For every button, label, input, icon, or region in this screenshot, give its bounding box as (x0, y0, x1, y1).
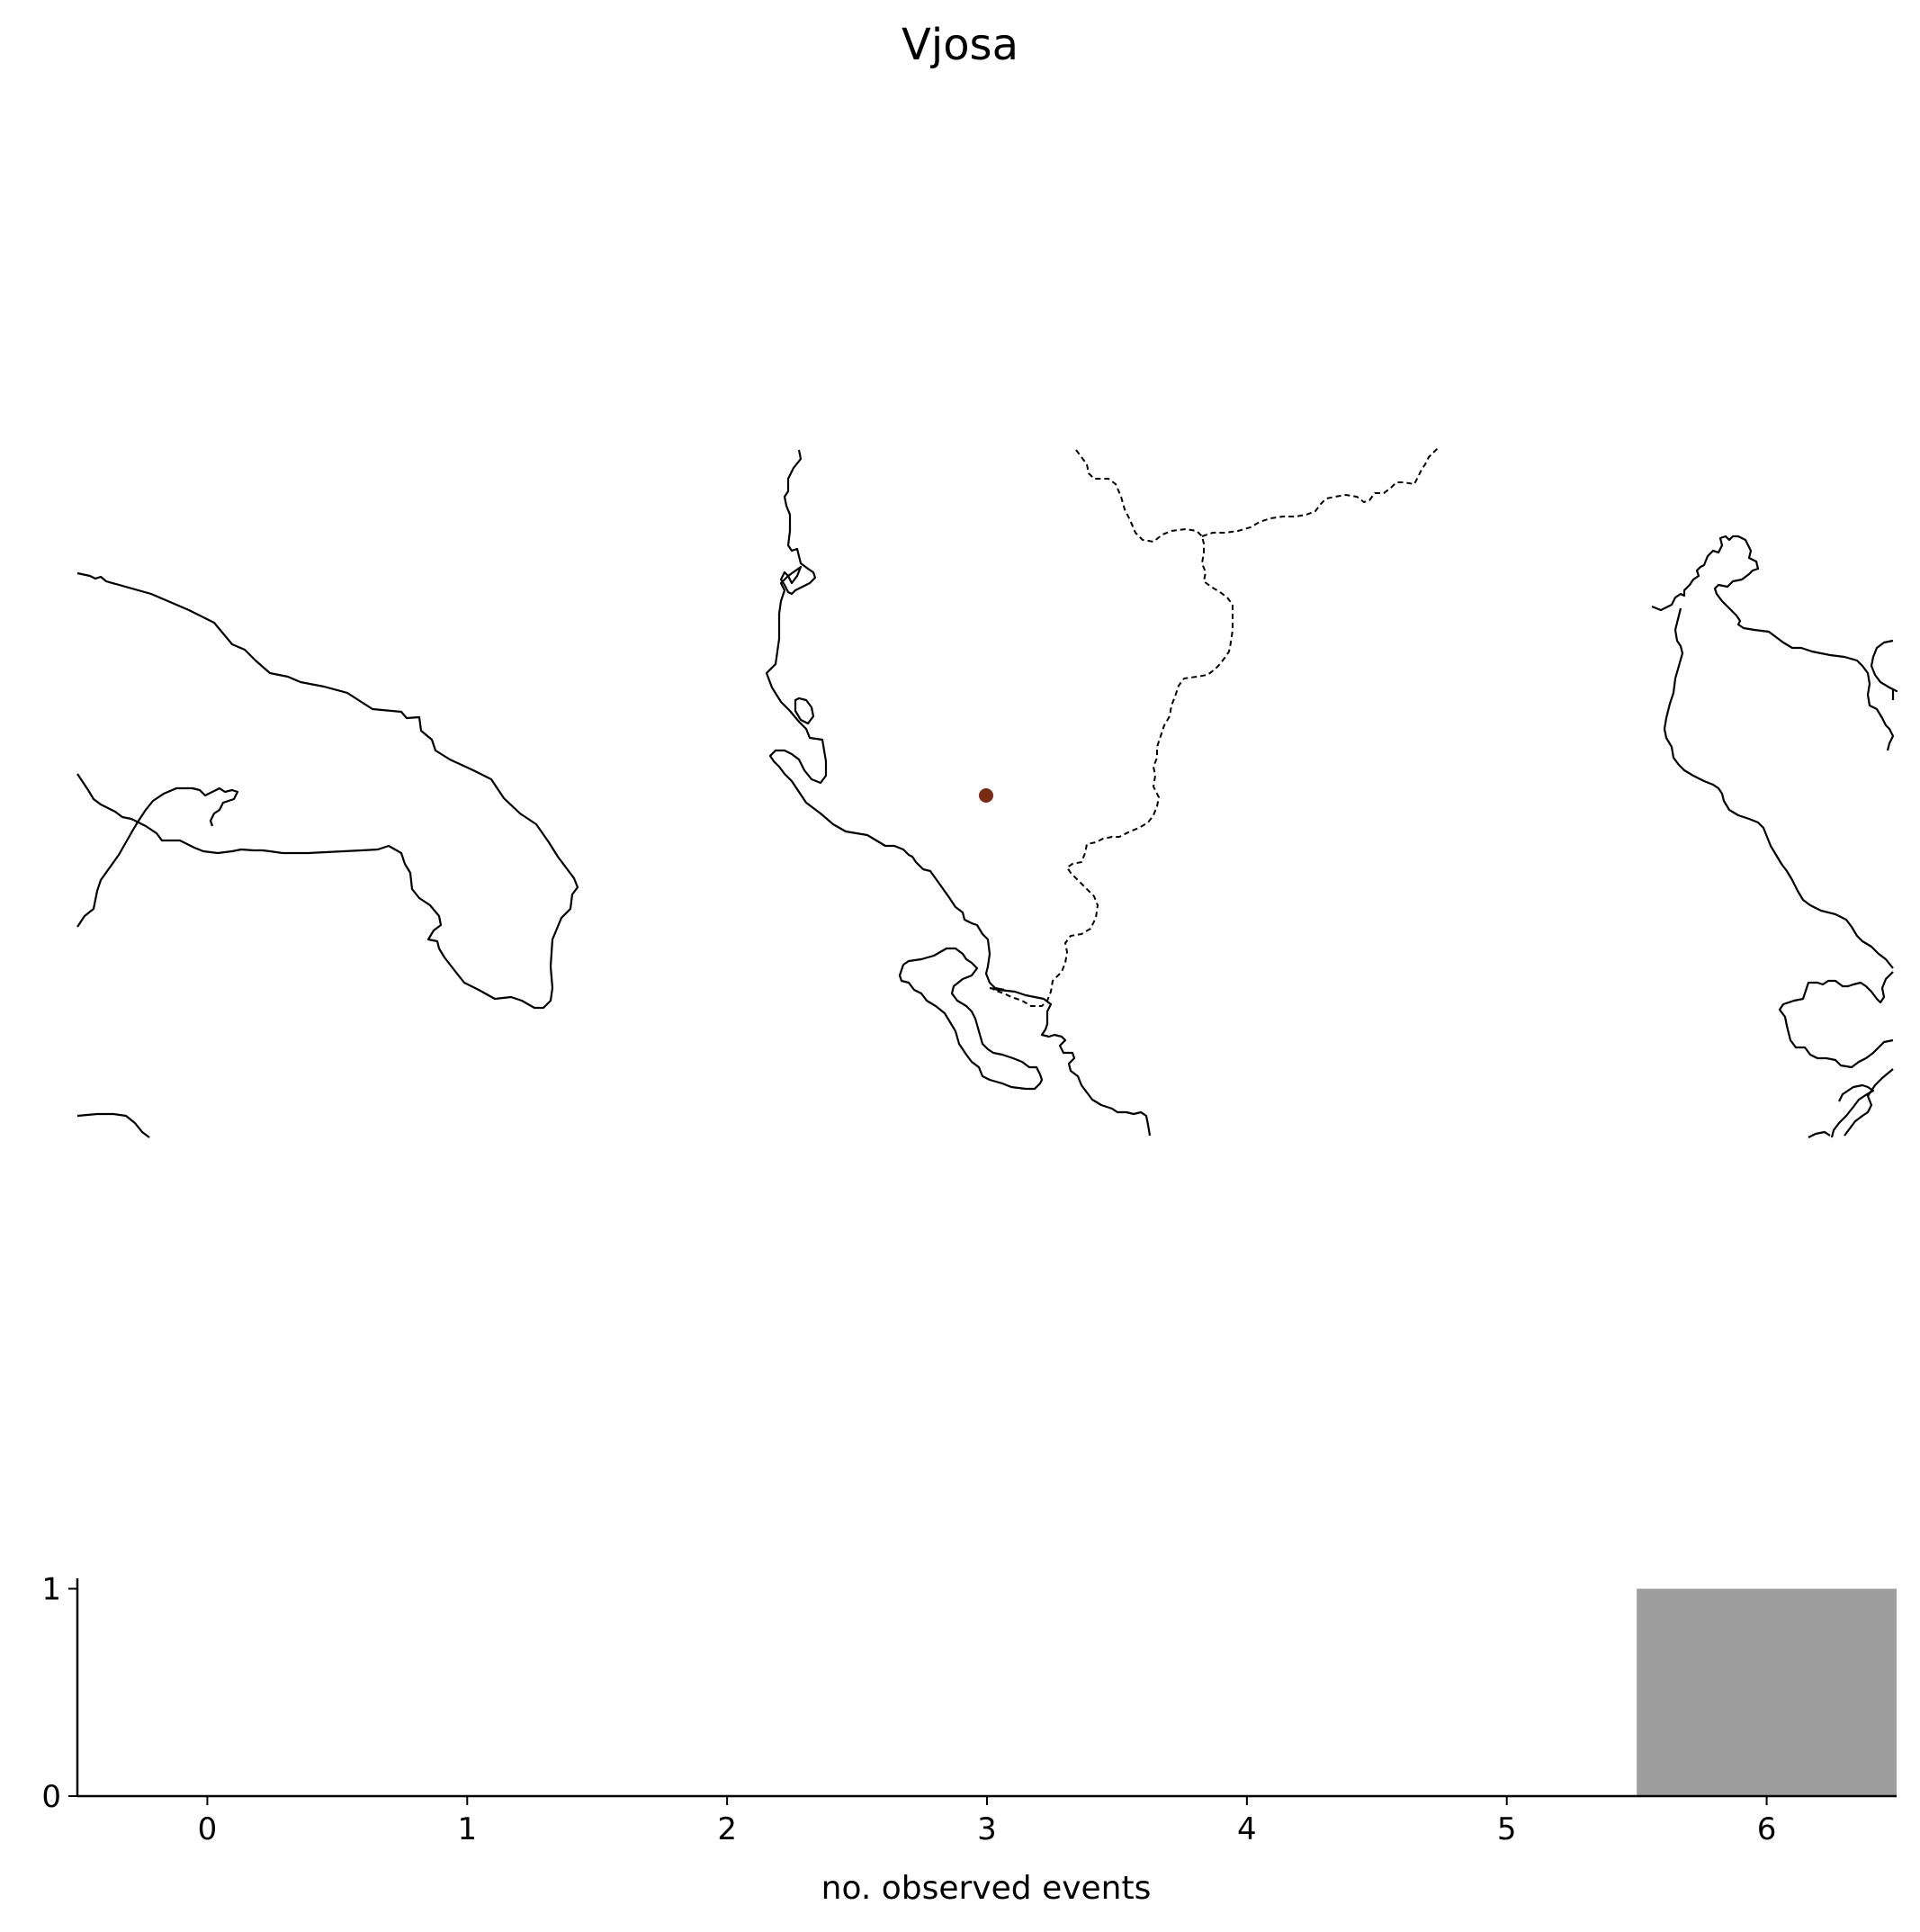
coastline-balkans (765, 449, 1005, 992)
x-tick-label: 6 (1757, 1811, 1777, 1847)
coastline-islet (794, 696, 815, 725)
river-location-marker (979, 788, 993, 803)
coastline-chalkidiki (1870, 639, 1898, 700)
coastline-italy-heel (76, 786, 239, 928)
x-tick-label: 0 (198, 1811, 218, 1847)
x-tick-label: 5 (1497, 1811, 1517, 1847)
coastline-sicily-edge (76, 1112, 150, 1138)
border-albania-greece (992, 447, 1439, 1007)
x-axis-label: no. observed events (821, 1870, 1152, 1907)
coastline-italy (76, 571, 579, 1010)
coastline-corfu (898, 947, 1044, 1091)
y-tick-label: 1 (41, 1572, 61, 1608)
histogram-bar (1637, 1588, 1897, 1796)
coastline-gulf-lower (1844, 1068, 1894, 1137)
x-tick-label: 2 (717, 1811, 737, 1847)
x-tick-label: 1 (457, 1811, 477, 1847)
coastline-peloponnese (1778, 971, 1894, 1069)
x-tick-label: 3 (977, 1811, 997, 1847)
figure-title: Vjosa (902, 20, 1018, 70)
coastline-greece-east (1663, 607, 1894, 969)
coastline-aegean-north (1651, 535, 1895, 751)
map-panel (76, 447, 1898, 1138)
coastline-southeast (1808, 1130, 1831, 1138)
x-tick-label: 4 (1237, 1811, 1257, 1847)
y-tick-label: 0 (41, 1779, 61, 1815)
